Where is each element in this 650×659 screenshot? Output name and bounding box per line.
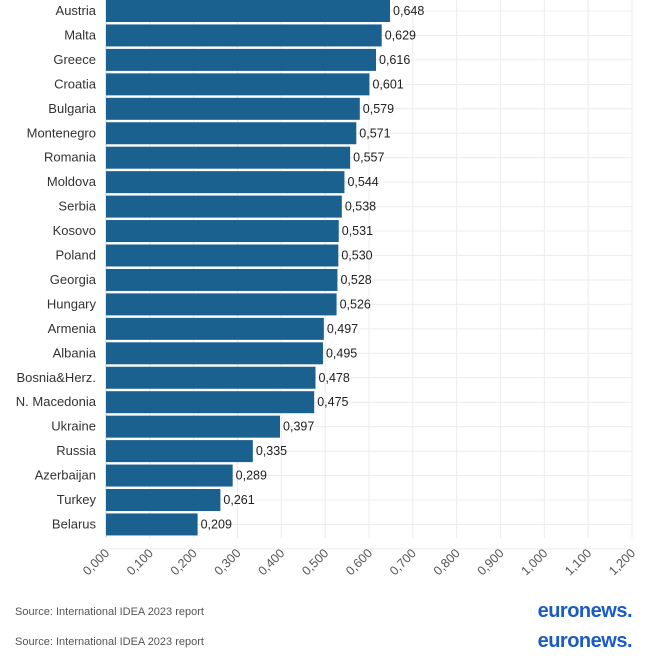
data-label: 0,289 <box>236 469 267 483</box>
bar[interactable] <box>106 391 315 414</box>
category-label: Azerbaijan <box>35 468 96 483</box>
category-label: Romania <box>44 150 97 165</box>
data-label: 0,495 <box>326 346 357 360</box>
bar[interactable] <box>106 171 345 194</box>
bar[interactable] <box>106 122 357 145</box>
category-label: Croatia <box>54 76 97 91</box>
category-label: Georgia <box>50 272 97 287</box>
data-label: 0,544 <box>347 175 378 189</box>
category-label: Kosovo <box>53 223 96 238</box>
data-label: 0,335 <box>256 444 287 458</box>
bar[interactable] <box>106 415 281 438</box>
bar[interactable] <box>106 513 198 536</box>
footer-row: Source: International IDEA 2023 report e… <box>15 630 633 656</box>
footer-row: Source: International IDEA 2023 report e… <box>15 600 633 626</box>
category-label: Bosnia&Herz. <box>17 370 96 385</box>
bar[interactable] <box>106 268 338 291</box>
bar[interactable] <box>106 24 382 47</box>
data-label: 0,629 <box>385 28 416 42</box>
category-label: Hungary <box>47 296 97 311</box>
logo-text: euronews <box>537 630 628 652</box>
category-label: Austria <box>56 3 97 18</box>
category-label: Moldova <box>47 174 97 189</box>
euronews-logo[interactable]: euronews. <box>537 630 633 653</box>
category-labels: Austria Malta Greece Croatia Bulgaria Montene… <box>16 3 97 531</box>
bar[interactable] <box>106 146 351 169</box>
data-label: 0,538 <box>345 200 376 214</box>
data-label: 0,478 <box>319 371 350 385</box>
category-label: Albania <box>53 345 97 360</box>
bar[interactable] <box>106 195 342 218</box>
category-label: Turkey <box>57 492 97 507</box>
data-label: 0,261 <box>223 493 254 507</box>
x-tick-label: 0,100 <box>124 546 156 578</box>
bar[interactable] <box>106 440 253 463</box>
bar[interactable] <box>106 73 370 96</box>
logo-dot: . <box>626 600 633 622</box>
value-labels: 0,648 0,629 0,616 0,601 0,579 0,571 0,557 0,544… <box>201 4 425 531</box>
bar[interactable] <box>106 220 339 243</box>
category-label: Montenegro <box>27 125 96 140</box>
category-label: Ukraine <box>51 419 96 434</box>
data-label: 0,397 <box>283 420 314 434</box>
x-tick-label: 0,500 <box>299 546 331 578</box>
category-label: Belarus <box>52 516 97 531</box>
data-label: 0,616 <box>379 53 410 67</box>
category-label: Serbia <box>58 199 96 214</box>
data-label: 0,648 <box>393 4 424 18</box>
data-label: 0,531 <box>342 224 373 238</box>
data-label: 0,601 <box>372 77 403 91</box>
bar[interactable] <box>106 97 360 120</box>
x-tick-label: 1,200 <box>606 546 638 578</box>
x-tick-label: 0,200 <box>168 546 200 578</box>
x-tick-label: 0,700 <box>387 546 419 578</box>
x-tick-label: 0,600 <box>343 546 375 578</box>
bar[interactable] <box>106 293 337 316</box>
bar[interactable] <box>106 464 233 487</box>
data-label: 0,557 <box>353 151 384 165</box>
data-label: 0,475 <box>317 395 348 409</box>
x-tick-label: 1,000 <box>518 546 550 578</box>
category-label: Armenia <box>48 321 97 336</box>
logo-text: euronews <box>537 600 628 622</box>
bar[interactable] <box>106 342 323 365</box>
bar[interactable] <box>106 244 339 267</box>
x-axis-ticks: 0,000 0,100 0,200 0,300 0,400 0,500 0,600 0,700… <box>80 546 638 578</box>
category-label: Malta <box>64 27 97 42</box>
bars <box>106 0 391 536</box>
data-label: 0,579 <box>363 102 394 116</box>
bar[interactable] <box>106 48 377 71</box>
data-label: 0,497 <box>327 322 358 336</box>
data-label: 0,571 <box>359 126 390 140</box>
logo-dot: . <box>626 630 633 652</box>
x-tick-label: 0,800 <box>431 546 463 578</box>
category-label: Bulgaria <box>48 101 96 116</box>
data-label: 0,209 <box>201 517 232 531</box>
bar[interactable] <box>106 366 316 389</box>
category-label: N. Macedonia <box>16 394 97 409</box>
bar[interactable] <box>106 0 391 22</box>
euronews-logo[interactable]: euronews. <box>537 600 633 623</box>
category-label: Greece <box>53 52 96 67</box>
bar[interactable] <box>106 489 221 511</box>
data-label: 0,526 <box>340 297 371 311</box>
x-tick-label: 0,300 <box>212 546 244 578</box>
data-label: 0,530 <box>341 249 372 263</box>
bar-chart: Austria Malta Greece Croatia Bulgaria Montene… <box>16 0 638 578</box>
source-text: Source: International IDEA 2023 report <box>15 636 204 648</box>
category-label: Russia <box>56 443 97 458</box>
category-label: Poland <box>56 248 96 263</box>
x-tick-label: 0,900 <box>475 546 507 578</box>
x-tick-label: 0,000 <box>80 546 112 578</box>
data-label: 0,528 <box>340 273 371 287</box>
x-tick-label: 1,100 <box>562 546 594 578</box>
bar[interactable] <box>106 317 324 340</box>
source-text: Source: International IDEA 2023 report <box>15 606 204 618</box>
x-tick-label: 0,400 <box>255 546 287 578</box>
